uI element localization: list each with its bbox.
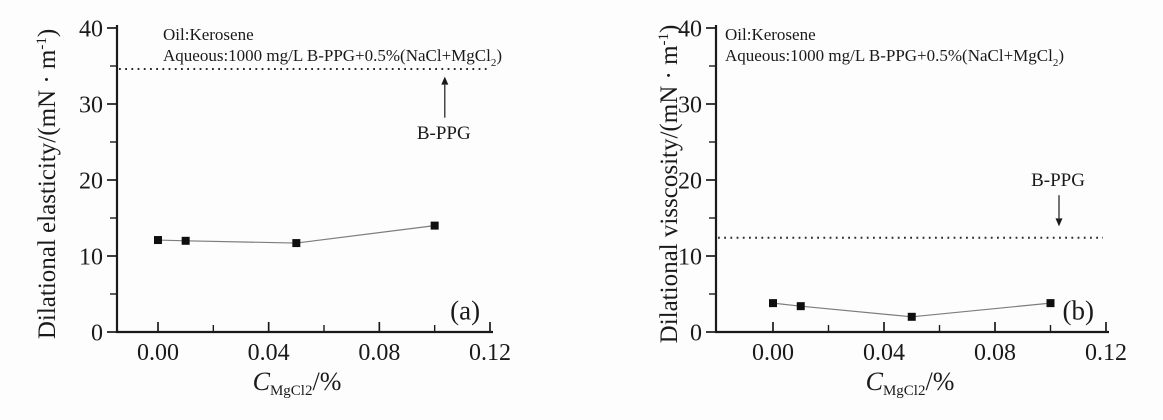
panel-label-a: (a) xyxy=(450,296,480,326)
chart-b: 0 10 20 30 40 0.00 0.04 0.08 0.12 Oil:Kerosene Aqu… xyxy=(656,17,1127,400)
y-tick-label: 40 xyxy=(79,17,103,43)
bppg-arrow-icon xyxy=(1055,218,1063,227)
x-tick-label: 0.08 xyxy=(974,340,1016,366)
y-tick-label: 0 xyxy=(91,321,103,347)
annotation-line: Oil:Kerosene xyxy=(725,25,816,44)
y-axis-title: Dilational visscosity/(mN · m-1) xyxy=(656,25,683,344)
x-tick-label: 0.08 xyxy=(358,340,400,366)
x-tick-label: 0.04 xyxy=(863,340,905,366)
x-tick-label: 0.12 xyxy=(469,340,511,366)
y-tick-label: 10 xyxy=(79,245,103,271)
y-tick-label: 10 xyxy=(678,245,702,271)
data-point xyxy=(154,236,162,245)
annotation-line: Aqueous:1000 mg/L B-PPG+0.5%(NaCl+MgCl2) xyxy=(163,46,502,69)
data-point xyxy=(769,299,777,308)
y-tick-label: 40 xyxy=(678,17,702,43)
bppg-arrow-icon xyxy=(441,76,449,85)
y-axis-title: Dilational elasticity/(mN · m-1) xyxy=(34,29,61,339)
y-tick-label: 30 xyxy=(678,93,702,119)
x-axis-title: CMgCl2/% xyxy=(253,367,342,399)
series-line xyxy=(772,302,1051,318)
x-axis-title: CMgCl2/% xyxy=(866,367,955,399)
data-point xyxy=(907,312,916,321)
x-tick-label: 0.00 xyxy=(137,340,179,366)
y-tick-label: 20 xyxy=(79,169,103,195)
data-point xyxy=(1046,299,1055,308)
y-tick-label: 30 xyxy=(79,93,103,119)
data-point xyxy=(796,302,805,311)
data-point xyxy=(292,239,301,248)
x-tick-label: 0.12 xyxy=(1085,340,1127,366)
y-tick-label: 20 xyxy=(678,169,702,195)
axes xyxy=(714,25,1109,334)
chart-a: 0 10 20 30 40 0.00 0.04 0.08 0.12 Oil:Kerosene Aqu… xyxy=(34,17,511,400)
data-point xyxy=(181,236,190,245)
annotation-line: Aqueous:1000 mg/L B-PPG+0.5%(NaCl+MgCl2) xyxy=(725,46,1064,69)
axes xyxy=(115,25,493,334)
x-tick-label: 0.00 xyxy=(752,340,794,366)
bppg-label: B-PPG xyxy=(417,123,471,144)
bppg-label: B-PPG xyxy=(1031,170,1085,191)
annotation-line: Oil:Kerosene xyxy=(163,25,254,44)
x-tick-label: 0.04 xyxy=(248,340,290,366)
data-point xyxy=(430,221,439,230)
series-line xyxy=(157,225,435,244)
panel-label-b: (b) xyxy=(1063,296,1094,326)
y-tick-label: 0 xyxy=(690,321,702,347)
